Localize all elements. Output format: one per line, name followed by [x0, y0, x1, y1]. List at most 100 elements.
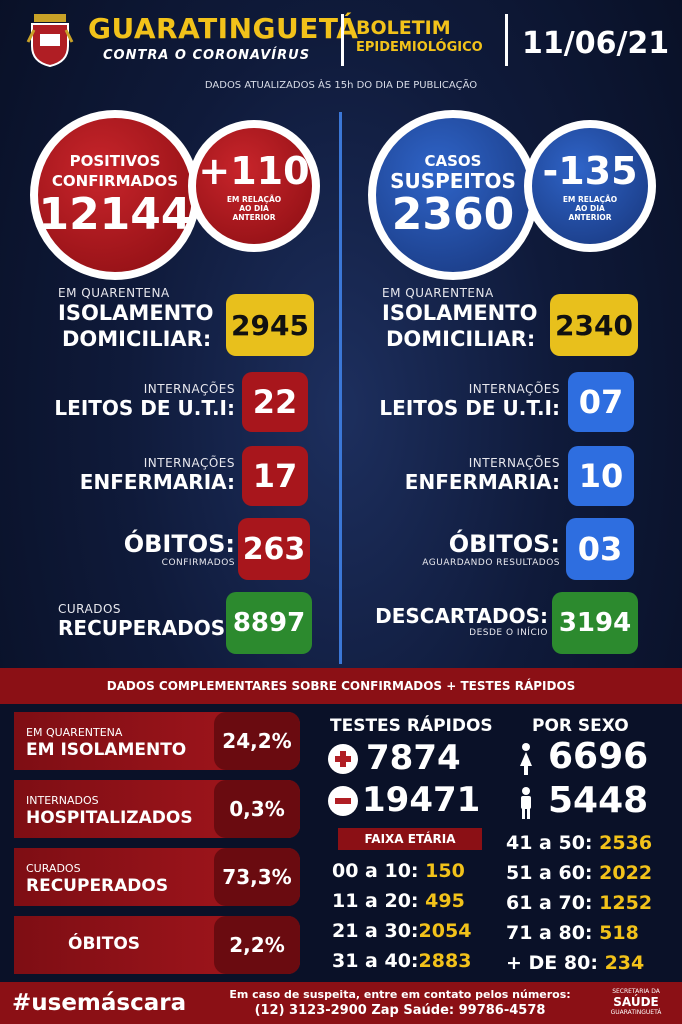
- uti-big-label: LEITOS DE U.T.I:: [379, 396, 560, 420]
- confirmed-curados-value: 8897: [226, 592, 312, 654]
- enf-small-label: INTERNAÇÕES: [468, 456, 560, 470]
- confirmed-delta-circle: +110 EM RELAÇÃO AO DIA ANTERIOR: [188, 120, 320, 252]
- pct-deaths: ÓBITOS 2,2%: [14, 916, 300, 974]
- boletim-label: BOLETIM: [356, 17, 451, 39]
- male-icon: [516, 786, 536, 820]
- enf-big-label: ENFERMARIA:: [404, 470, 560, 494]
- header-divider-2: [505, 14, 508, 66]
- delta-note-line-1: EM RELAÇÃO: [562, 194, 618, 204]
- contact-line-1: Em caso de suspeita, entre em contato pe…: [229, 988, 571, 1001]
- contact-info: Em caso de suspeita, entre em contato pe…: [210, 988, 590, 1019]
- age-range: + DE 80:: [506, 952, 598, 974]
- isolation-big-label-1: ISOLAMENTO: [382, 301, 538, 325]
- enf-small-label: INTERNAÇÕES: [143, 456, 235, 470]
- pct-small-label: EM QUARENTENA: [26, 726, 123, 739]
- confirmed-uti-labels: INTERNAÇÕES LEITOS DE U.T.I:: [40, 382, 235, 420]
- confirmed-enf-value: 17: [242, 446, 308, 506]
- complementary-band: DADOS COMPLEMENTARES SOBRE CONFIRMADOS +…: [0, 668, 682, 704]
- age-range: 51 a 60:: [506, 862, 593, 884]
- boletim-title: BOLETIM EPIDEMIOLÓGICO: [356, 18, 483, 58]
- suspected-descartados-value: 3194: [552, 592, 638, 654]
- pct-value: 2,2%: [214, 916, 300, 974]
- age-row: 21 a 30:2054: [332, 916, 471, 946]
- curados-big-label: RECUPERADOS:: [58, 616, 234, 640]
- suspected-obitos-labels: ÓBITOS: AGUARDANDO RESULTADOS: [362, 530, 560, 568]
- suspected-enf-value: 10: [568, 446, 634, 506]
- delta-note-line-3: ANTERIOR: [568, 212, 612, 222]
- pct-value: 24,2%: [214, 712, 300, 770]
- age-range: 21 a 30:: [332, 920, 419, 942]
- bulletin-date: 11/06/21: [522, 26, 670, 61]
- tagline: CONTRA O CORONAVÍRUS: [103, 48, 311, 63]
- obitos-big-label: ÓBITOS:: [123, 530, 235, 558]
- pct-small-label: CURADOS: [26, 862, 81, 875]
- confirmed-label-2: CONFIRMADOS: [51, 172, 179, 190]
- epidemiologico-label: EPIDEMIOLÓGICO: [356, 40, 483, 55]
- sex-title: POR SEXO: [532, 716, 629, 736]
- age-range: 61 a 70:: [506, 892, 593, 914]
- city-crest-icon: [26, 12, 74, 68]
- confirmed-isolation-value: 2945: [226, 294, 314, 356]
- update-note: DADOS ATUALIZADOS ÀS 15h DO DIA DE PUBLI…: [204, 80, 478, 91]
- pct-hospitalized: INTERNADOS HOSPITALIZADOS 0,3%: [14, 780, 300, 838]
- pct-big-label: ÓBITOS: [68, 934, 141, 954]
- isolation-small-label: EM QUARENTENA: [58, 286, 170, 300]
- age-range: 31 a 40:: [332, 950, 419, 972]
- obitos-small-label: AGUARDANDO RESULTADOS: [422, 558, 560, 568]
- suspected-label-2: SUSPEITOS: [390, 169, 516, 193]
- obitos-small-label: CONFIRMADOS: [161, 558, 235, 568]
- suspected-delta-circle: -135 EM RELAÇÃO AO DIA ANTERIOR: [524, 120, 656, 252]
- delta-note-line-2: AO DIA: [239, 203, 269, 213]
- confirmed-isolation-labels: EM QUARENTENA ISOLAMENTO DOMICILIAR:: [58, 286, 228, 352]
- descartados-small-label: DESDE O INÍCIO: [469, 628, 548, 638]
- female-icon: [516, 742, 536, 776]
- uti-small-label: INTERNAÇÕES: [143, 382, 235, 396]
- contact-line-2: (12) 3123-2900 Zap Saúde: 99786-4578: [254, 1003, 546, 1018]
- isolation-big-label-2: DOMICILIAR:: [62, 327, 212, 351]
- pct-recovered: CURADOS RECUPERADOS 73,3%: [14, 848, 300, 906]
- suspected-delta: -135: [542, 148, 638, 193]
- confirmed-delta-note: EM RELAÇÃO AO DIA ANTERIOR: [227, 195, 281, 222]
- pct-value: 73,3%: [214, 848, 300, 906]
- column-divider: [339, 112, 342, 664]
- isolation-small-label: EM QUARENTENA: [382, 286, 494, 300]
- age-range: 11 a 20:: [332, 890, 419, 912]
- age-row: 61 a 70: 1252: [506, 888, 652, 918]
- isolation-big-label-1: ISOLAMENTO: [58, 301, 214, 325]
- age-title: FAIXA ETÁRIA: [338, 828, 482, 850]
- confirmed-uti-value: 22: [242, 372, 308, 432]
- age-left-list: 00 a 10: 150 11 a 20: 495 21 a 30:2054 3…: [332, 856, 471, 976]
- confirmed-obitos-labels: ÓBITOS: CONFIRMADOS: [40, 530, 235, 568]
- age-row: 31 a 40:2883: [332, 946, 471, 976]
- secretaria-logo: SECRETARIA DA SAÚDE GUARATINGUETÁ: [596, 988, 676, 1017]
- suspected-uti-labels: INTERNAÇÕES LEITOS DE U.T.I:: [362, 382, 560, 420]
- secretaria-line-3: GUARATINGUETÁ: [610, 1009, 662, 1016]
- age-range: 71 a 80:: [506, 922, 593, 944]
- confirmed-delta: +110: [198, 148, 310, 193]
- age-right-list: 41 a 50: 2536 51 a 60: 2022 61 a 70: 125…: [506, 828, 652, 978]
- curados-small-label: CURADOS: [58, 602, 122, 616]
- hashtag: #usemáscara: [12, 990, 187, 1016]
- suspected-descartados-labels: DESCARTADOS: DESDE O INÍCIO: [362, 604, 548, 638]
- header-divider: [341, 14, 344, 66]
- sex-female: 6696: [548, 736, 649, 777]
- sex-male: 5448: [548, 780, 649, 821]
- suspected-circle: CASOS SUSPEITOS 2360: [368, 110, 538, 280]
- age-value: 2022: [599, 862, 653, 884]
- suspected-enf-labels: INTERNAÇÕES ENFERMARIA:: [362, 456, 560, 494]
- suspected-isolation-value: 2340: [550, 294, 638, 356]
- age-row: 51 a 60: 2022: [506, 858, 652, 888]
- delta-note-line-1: EM RELAÇÃO: [226, 194, 282, 204]
- age-value: 150: [425, 860, 465, 882]
- suspected-isolation-labels: EM QUARENTENA ISOLAMENTO DOMICILIAR:: [382, 286, 552, 352]
- rapid-positive: 7874: [366, 738, 461, 778]
- suspected-uti-value: 07: [568, 372, 634, 432]
- isolation-big-label-2: DOMICILIAR:: [386, 327, 536, 351]
- city-title: GUARATINGUETÁ: [88, 12, 359, 45]
- rapid-tests-title: TESTES RÁPIDOS: [330, 716, 493, 736]
- obitos-big-label: ÓBITOS:: [448, 530, 560, 558]
- age-value: 2883: [418, 950, 472, 972]
- secretaria-line-1: SECRETARIA DA: [612, 988, 660, 995]
- enf-big-label: ENFERMARIA:: [79, 470, 235, 494]
- uti-big-label: LEITOS DE U.T.I:: [54, 396, 235, 420]
